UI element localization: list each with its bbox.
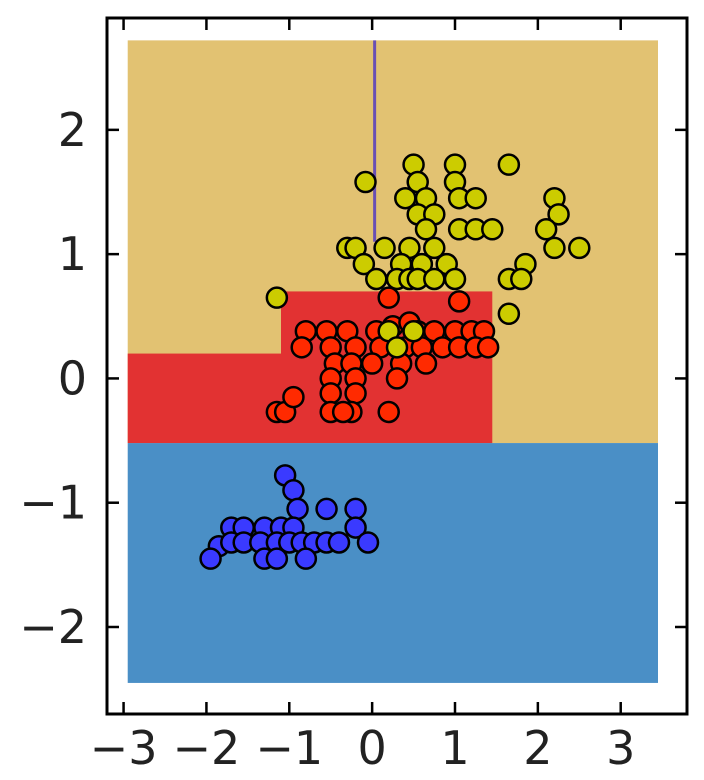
data-point-s2-25 [568,236,591,260]
data-point-s1-32 [344,382,367,405]
data-point-s2-23 [423,236,446,260]
data-point-s2-17 [481,218,504,241]
data-point-s1-22 [476,336,500,359]
data-point-s2-31 [365,267,388,291]
y-tick-label: 2 [58,103,87,157]
data-point-s2-39 [265,286,289,309]
data-point-s1-27 [414,352,438,375]
decision-regions [127,40,658,683]
x-tick-label: −3 [90,721,158,775]
data-point-s0-25 [294,547,318,570]
data-point-s1-13 [290,336,313,359]
x-tick-label: 1 [440,721,469,775]
data-point-s1-31 [319,382,342,405]
data-point-s1-0 [377,286,400,309]
data-point-s0-1 [282,479,305,502]
y-tick-label: 1 [58,227,87,281]
region-red-2 [127,353,281,444]
data-points [199,153,591,570]
x-tick-label: 2 [523,721,552,775]
data-point-s2-40 [497,302,521,326]
data-point-s2-9 [464,186,487,210]
data-point-s1-39 [331,400,355,424]
data-point-s0-4 [344,497,367,521]
data-point-s0-3 [315,497,338,521]
data-point-s2-26 [352,252,376,276]
data-point-s1-25 [360,352,384,375]
data-point-s2-14 [414,218,438,241]
data-point-s1-38 [282,385,305,409]
data-point-s2-43 [385,336,409,359]
x-tick-label: −2 [173,721,241,775]
data-point-s1-36 [377,400,400,424]
y-tick-label: −1 [19,476,87,530]
data-point-s0-24 [265,547,289,570]
x-tick-label: 0 [358,721,387,775]
data-point-s2-2 [497,153,521,176]
data-point-s1-30 [385,367,409,390]
data-point-s0-20 [327,531,351,554]
data-point-s0-2 [286,497,309,521]
data-point-s0-21 [356,531,380,554]
data-point-s0-22 [199,547,222,570]
data-point-s2-24 [543,236,566,260]
data-point-s0-10 [344,516,367,539]
y-tick-label: 0 [58,351,87,405]
data-point-s1-1 [447,290,471,313]
data-point-s2-35 [423,267,446,291]
plot-frame [105,16,689,716]
data-point-s2-21 [373,236,396,260]
x-tick-label: −1 [255,721,323,775]
data-point-s2-36 [443,267,467,291]
data-point-s2-18 [534,218,558,241]
data-point-s2-13 [547,203,570,226]
x-tick-label: 3 [606,721,635,775]
data-point-s2-3 [354,170,377,194]
y-tick-label: −2 [19,600,87,654]
data-point-s2-42 [402,319,425,343]
data-point-s2-38 [510,267,533,291]
